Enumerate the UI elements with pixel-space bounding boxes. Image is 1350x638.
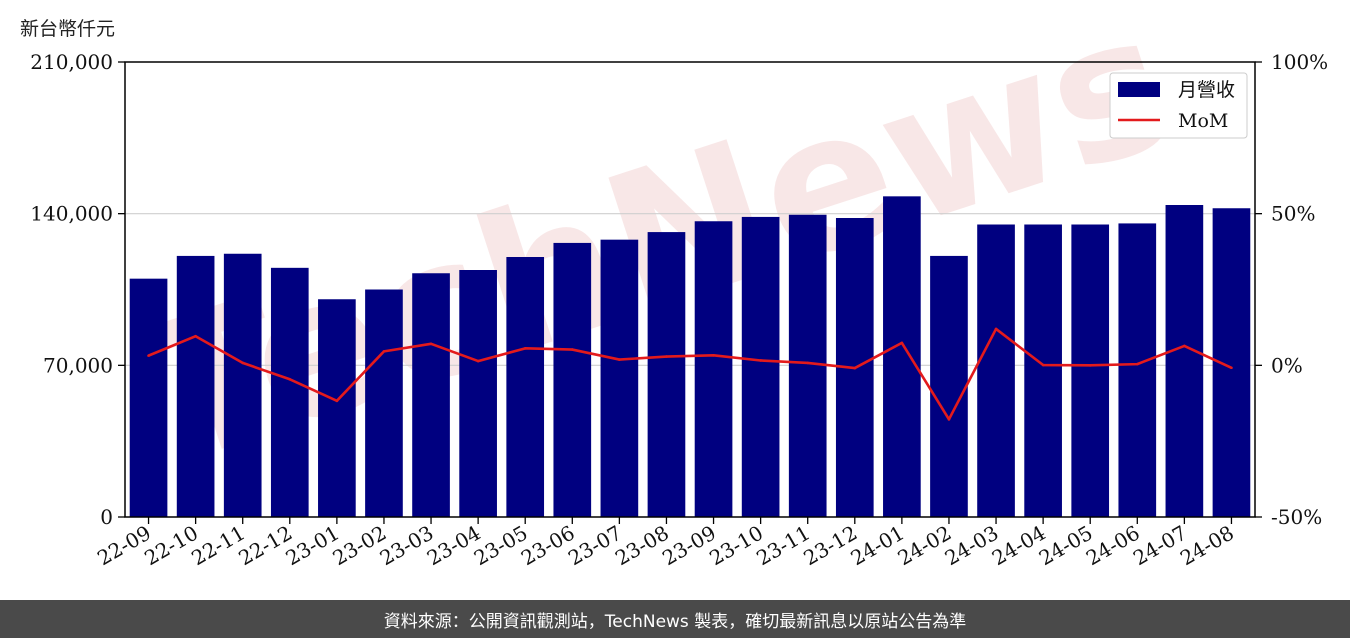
y-axis-unit-label: 新台幣仟元 — [20, 18, 116, 40]
mom-point — [618, 358, 621, 361]
revenue-bar — [883, 196, 921, 518]
right-tick-label: 50% — [1271, 202, 1315, 226]
mom-point — [853, 366, 857, 370]
mom-point — [759, 359, 762, 362]
revenue-bar — [694, 221, 733, 517]
revenue-bar — [318, 299, 356, 517]
revenue-bar — [176, 255, 215, 517]
mom-point — [712, 354, 715, 357]
revenue-bar — [1118, 223, 1157, 517]
revenue-bar — [741, 216, 780, 517]
revenue-bar — [977, 224, 1015, 517]
legend-label-mom: MoM — [1178, 110, 1228, 132]
mom-point — [476, 359, 480, 363]
source-footer: 資料來源：公開資訊觀測站，TechNews 製表，確切最新訊息以原站公告為準 — [0, 600, 1350, 638]
revenue-bar — [459, 270, 497, 517]
source-text: 資料來源：公開資訊觀測站，TechNews 製表，確切最新訊息以原站公告為準 — [383, 611, 967, 632]
revenue-bar — [365, 289, 403, 517]
right-tick-label: 0% — [1271, 353, 1303, 377]
mom-point — [1183, 344, 1186, 348]
left-tick-label: 0 — [100, 505, 113, 529]
mom-point — [1135, 362, 1139, 366]
revenue-bar — [1165, 205, 1204, 517]
legend-swatch-revenue — [1118, 82, 1160, 97]
revenue-bar — [270, 267, 309, 517]
mom-point — [335, 399, 339, 403]
legend-label-revenue: 月營收 — [1178, 79, 1235, 101]
revenue-bar — [506, 257, 545, 517]
mom-point — [900, 341, 904, 345]
left-tick-label: 70,000 — [43, 353, 113, 377]
mom-point — [947, 418, 951, 421]
x-tick-label: 24-08 — [1176, 521, 1238, 571]
revenue-bar — [223, 253, 262, 517]
mom-point — [523, 347, 527, 350]
mom-point — [1230, 366, 1233, 370]
revenue-bar — [788, 214, 827, 517]
left-tick-label: 210,000 — [30, 50, 113, 74]
mom-point — [288, 377, 292, 381]
mom-line — [148, 327, 1233, 421]
revenue-bar — [553, 242, 592, 517]
mom-point — [806, 361, 810, 365]
revenue-bar — [647, 232, 686, 518]
mom-point — [382, 350, 386, 353]
revenue-bar — [1071, 224, 1110, 517]
mom-point — [1041, 363, 1045, 367]
mom-point — [194, 334, 197, 338]
mom-point — [994, 327, 998, 331]
mom-point — [665, 355, 668, 358]
mom-point — [1088, 364, 1092, 367]
right-tick-label: 100% — [1271, 50, 1328, 74]
mom-point — [147, 354, 150, 357]
revenue-bar — [600, 239, 639, 517]
revenue-bar — [1024, 224, 1062, 517]
mom-point — [241, 361, 245, 365]
plot-frame — [124, 61, 1256, 518]
revenue-chart: TechNews 070,000140,000210,000-50%0%50%1… — [30, 0, 1328, 571]
revenue-bar — [412, 273, 450, 517]
right-tick-label: -50% — [1271, 505, 1322, 529]
mom-point — [570, 348, 574, 351]
revenue-bar — [930, 255, 968, 517]
revenue-bar — [129, 278, 168, 517]
left-tick-label: 140,000 — [30, 202, 113, 226]
mom-point — [429, 342, 433, 346]
